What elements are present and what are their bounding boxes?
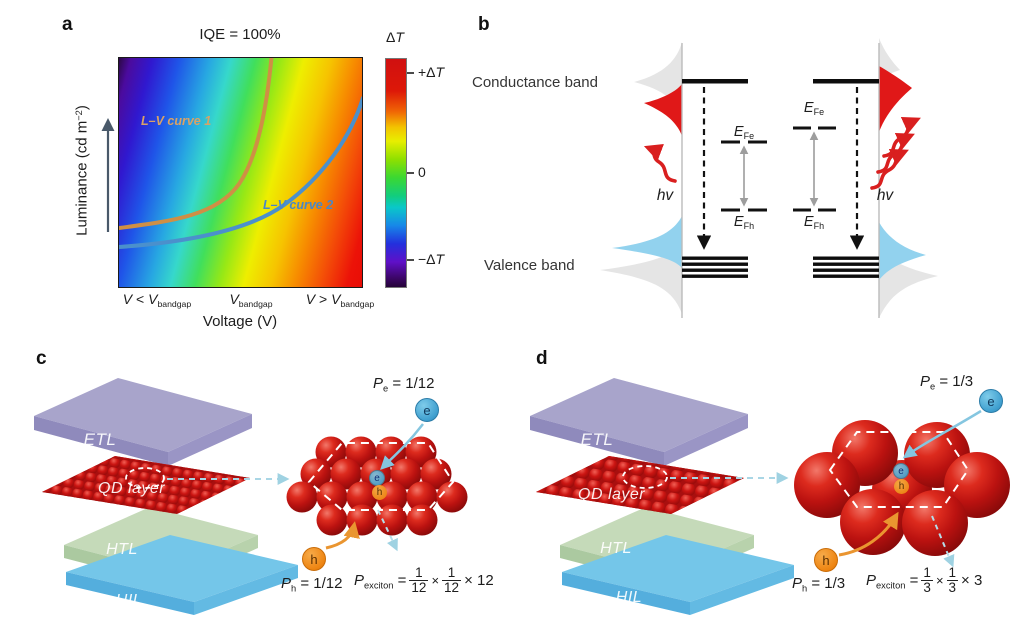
efh-label-right: EFh — [803, 214, 825, 232]
lv-curves-svg — [119, 58, 362, 249]
htl-label-c: HTL — [106, 541, 138, 558]
valence-band-label: Valence band — [484, 257, 575, 274]
electron-injection-arrow-c — [380, 423, 424, 470]
phonon-waves-right — [870, 117, 921, 190]
dos-electron-filled-right — [879, 66, 912, 132]
phonon-wave-icon — [643, 144, 677, 183]
lv-curve-1-label: L–V curve 1 — [141, 114, 212, 128]
hole-circle-c: h — [302, 547, 326, 571]
efh-label-left: EFh — [733, 214, 755, 232]
panel-c-label: c — [36, 348, 47, 369]
hole-in-qd-d: h — [894, 479, 909, 494]
qd-zoom-ellipse-d — [622, 465, 668, 489]
hole-circle-d: h — [814, 548, 838, 572]
diagonal-dashed-arrow-c — [377, 509, 398, 552]
pe-label-c: Pe = 1/12 — [373, 375, 435, 394]
colorbar-tick-minus: −ΔT — [418, 251, 445, 267]
pexciton-formula-c: Pexciton = 1 12 × 1 12 × 12 — [354, 565, 494, 596]
lv-curve-1 — [119, 58, 274, 230]
colorbar-title: ΔT — [386, 29, 404, 45]
ph-label-c: Ph = 1/12 — [281, 575, 343, 594]
hole-in-qd-c: h — [372, 485, 387, 500]
lv-curve-2 — [119, 96, 362, 249]
hole-injection-arrow-d — [838, 511, 899, 557]
etl-label-c: ETL — [83, 430, 117, 449]
etl-label-d: ETL — [580, 430, 614, 449]
dos-hole-filled-left — [612, 216, 682, 268]
colorbar-tick-plus: +ΔT — [418, 64, 445, 80]
electron-in-qd-c: e — [369, 470, 385, 486]
y-axis-label: Luminance (cd m−2) — [73, 105, 91, 236]
qd-cluster-d — [794, 420, 1010, 556]
x-tick-above-bandgap: V > Vbandgap — [305, 291, 375, 310]
colorbar — [385, 58, 407, 288]
lv-curve-2-label: L–V curve 2 — [263, 198, 334, 212]
hil-slab-d — [562, 535, 794, 615]
panel-b-label: b — [478, 14, 490, 35]
colorbar-tick-mark — [407, 172, 414, 174]
colorbar-tick-mark — [407, 259, 414, 261]
hil-label-d: HIL — [615, 589, 643, 606]
colorbar-tick-mark — [407, 72, 414, 74]
htl-label-d: HTL — [600, 540, 632, 557]
hil-slab-c — [66, 535, 298, 615]
device-stack-svg — [34, 378, 1010, 615]
electron-in-qd-d: e — [893, 463, 909, 479]
valence-levels-left — [682, 256, 748, 278]
qd-layer-sheet-c — [42, 456, 250, 514]
colorbar-tick-zero: 0 — [418, 164, 426, 180]
qd-layer-sheet-d — [536, 456, 744, 514]
delta-t-heatmap: L–V curve 1 L–V curve 2 — [118, 57, 363, 288]
qd-zoom-ellipse-c — [125, 467, 165, 489]
hv-label-left: hv — [656, 187, 674, 204]
fermi-levels — [721, 126, 836, 212]
pe-label-d: Pe = 1/3 — [920, 373, 974, 392]
dos-hole-filled-right — [879, 222, 926, 280]
panel-a-label: a — [62, 14, 73, 35]
ph-label-d: Ph = 1/3 — [792, 575, 846, 594]
hil-label-c: HIL — [115, 592, 143, 609]
x-tick-below-bandgap: V < Vbandgap — [122, 291, 192, 310]
electron-injection-arrow-d — [902, 409, 982, 459]
panel-d-label: d — [536, 348, 548, 369]
qd-layer-label-c: QD layer — [98, 480, 166, 497]
dos-hole-gray-left — [600, 244, 682, 314]
x-axis-label: Voltage (V) — [202, 313, 278, 330]
efe-label-left: EFe — [733, 124, 755, 142]
hv-label-right: hv — [876, 187, 894, 204]
electron-circle-d: e — [979, 389, 1003, 413]
y-axis-arrow-icon — [101, 118, 115, 232]
conduction-level-left — [682, 79, 748, 84]
electron-circle-c: e — [415, 398, 439, 422]
etl-slab-d — [530, 378, 748, 466]
valence-levels-right — [813, 256, 879, 278]
conduction-level-right — [813, 79, 879, 84]
band-diagram-svg — [600, 38, 938, 318]
conductance-band-label: Conductance band — [472, 74, 598, 91]
panel-a-title: IQE = 100% — [199, 26, 281, 43]
hole-injection-arrow-c — [325, 521, 360, 550]
etl-slab-c — [34, 378, 252, 466]
unit-cell-hexagon-c — [307, 442, 455, 511]
dos-electron-filled-left — [644, 84, 682, 136]
dos-electron-gray-left — [634, 42, 682, 122]
unit-cell-hexagon-d — [828, 431, 970, 508]
qd-layer-label-d: QD layer — [578, 486, 646, 503]
x-tick-bandgap: Vbandgap — [229, 291, 273, 310]
efe-label-right: EFe — [803, 100, 825, 118]
